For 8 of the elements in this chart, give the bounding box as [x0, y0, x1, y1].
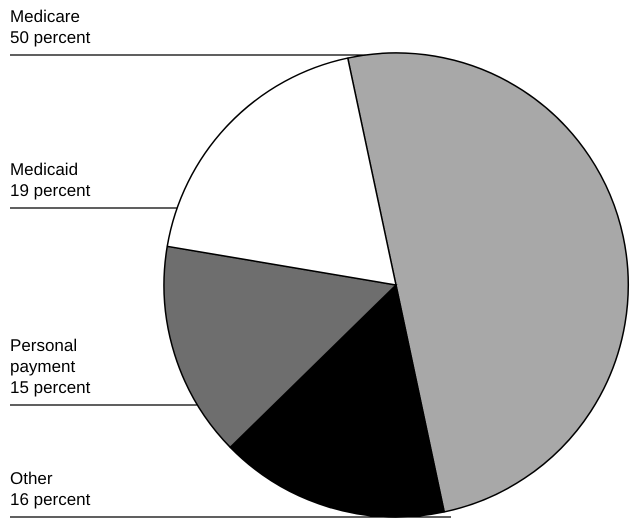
slice-label: Other: [10, 469, 53, 488]
data-label: 19 percent: [10, 181, 91, 200]
data-label: 50 percent: [10, 28, 91, 47]
slice-label: Medicaid: [10, 160, 78, 179]
data-label: 16 percent: [10, 490, 91, 509]
slice-label: Personal payment: [10, 336, 78, 376]
data-label: 15 percent: [10, 378, 91, 397]
slice-label: Medicare: [10, 7, 80, 26]
